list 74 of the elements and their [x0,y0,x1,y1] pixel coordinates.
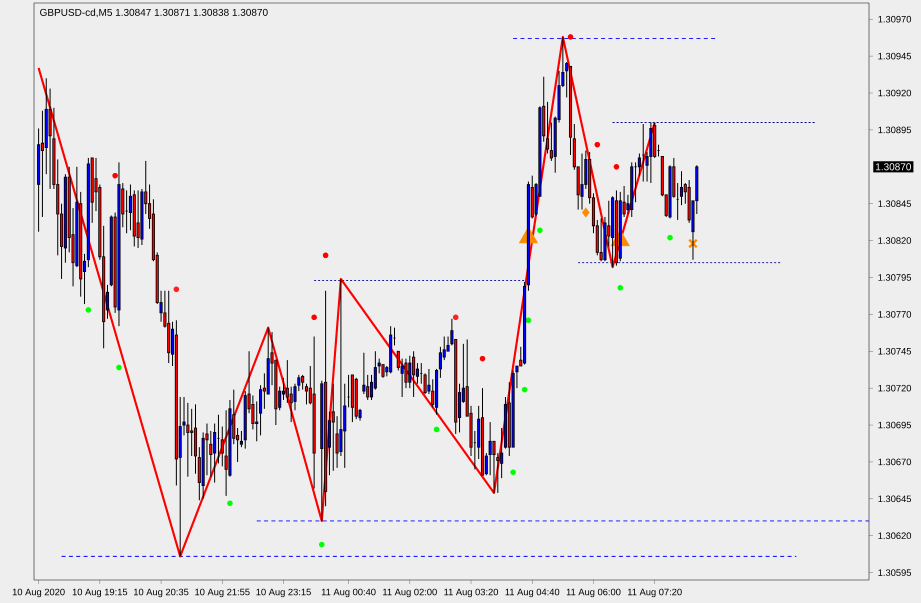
point [86,307,92,313]
x-tick-label: 11 Aug 03:20 [444,588,498,598]
point [594,142,600,148]
candlestick [213,423,216,484]
y-tick-label: 1.30770 [878,311,912,318]
y-tick-label: 1.30920 [878,90,912,96]
chart-title: GBPUSD-cd,M5 1.30847 1.30871 1.30838 1.30870 [40,8,268,18]
candlestick [492,440,496,494]
point [174,286,180,292]
point [480,356,486,362]
point [582,208,590,218]
candlestick [182,396,186,436]
candlestick [381,364,385,378]
candlestick [190,408,194,457]
point [434,426,440,432]
point [322,252,328,258]
candlestick [136,190,140,248]
x-tick-label: 10 Aug 2020 [12,588,65,598]
candlestick [600,218,603,262]
x-tick-label: 11 Aug 02:00 [383,588,437,598]
point [452,314,459,320]
candlestick [580,153,584,210]
y-tick-label: 1.30620 [878,532,912,540]
candlestick [488,422,492,476]
candlestick [259,384,262,436]
y-tick-label: 1.30670 [878,458,912,466]
candlestick [404,358,408,389]
point [526,317,532,324]
candlestick [293,383,297,411]
point [614,164,620,170]
y-tick-label: 1.30795 [878,274,912,281]
y-tick-label: 1.30895 [878,126,912,134]
x-tick-label: 10 Aug 20:35 [134,588,188,598]
y-tick-label: 1.30695 [878,422,912,428]
text: 1.30870 [876,163,912,170]
point [522,386,528,392]
candlestick [224,410,228,496]
candlestick [546,101,550,154]
point [617,284,624,291]
point [688,238,698,248]
point [112,172,118,178]
point [311,314,317,320]
y-tick-label: 1.30820 [878,237,912,244]
point [116,364,122,370]
y-tick-label: 1.30595 [878,569,912,576]
y-tick-label: 1.30720 [878,384,912,392]
candlestick [304,383,308,405]
candlestick [40,110,44,218]
y-tick-label: 1.30645 [878,496,912,502]
point [510,469,516,476]
candlestick [332,383,335,472]
x-tick-label: 10 Aug 23:15 [256,588,311,598]
y-tick-label: 1.30945 [878,52,912,60]
point [227,500,233,506]
point [568,34,574,40]
point [537,227,543,234]
y-tick-label: 1.30845 [878,200,912,207]
candlestick [186,402,190,478]
x-tick-label: 11 Aug 00:40 [322,588,376,598]
line-series [38,36,656,558]
x-tick-label: 11 Aug 07:20 [628,588,682,598]
point [318,542,325,548]
candlestick [680,170,684,206]
candlestick [297,374,300,392]
x-tick-label: 11 Aug 04:40 [506,588,560,598]
x-tick-label: 10 Aug 19:15 [72,588,128,598]
x-tick-label: 10 Aug 21:55 [195,588,250,598]
candlestick [496,452,500,494]
y-tick-label: 1.30970 [878,16,912,23]
y-tick-label: 1.30745 [878,348,912,355]
candlestick [301,374,304,390]
candlestick [412,350,416,398]
x-tick-label: 11 Aug 06:00 [566,588,621,598]
point [667,234,673,240]
